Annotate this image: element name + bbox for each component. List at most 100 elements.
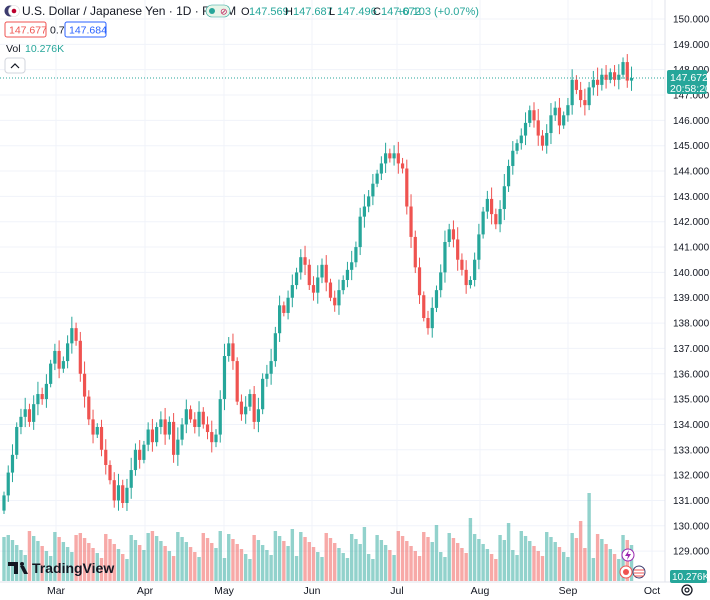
volume-bar (44, 551, 49, 581)
time-axis[interactable]: Mar Apr May Jun Jul Aug Sep Oct (47, 585, 660, 597)
volume-bar (426, 537, 430, 581)
candle-body (490, 198, 494, 215)
candle-body (6, 472, 10, 496)
chart-pane[interactable] (0, 0, 665, 582)
candle-body (138, 449, 142, 460)
ohlc-value: 147.672 (381, 6, 421, 18)
tradingview-logo[interactable]: TradingView (8, 560, 114, 576)
volume-bar (311, 547, 316, 581)
ohlc-key: O (241, 6, 250, 18)
candle-body (82, 373, 87, 397)
candle-body (371, 183, 375, 197)
volume-bar (566, 557, 570, 581)
candle-body (629, 77, 634, 81)
volume-bar (273, 531, 278, 581)
volume-bar (434, 525, 439, 581)
candle-body (142, 444, 146, 460)
candle-body (477, 234, 481, 260)
volume-bar (532, 546, 536, 581)
candle-body (320, 264, 324, 278)
volume-bar (349, 534, 354, 581)
volume-bar (290, 529, 295, 581)
ohlc-key: L (329, 6, 335, 18)
candle-body (294, 272, 299, 286)
volume-bar (489, 554, 494, 581)
volume-bar (214, 548, 218, 581)
us-flag-event-icon[interactable] (632, 565, 646, 579)
candle-body (400, 163, 405, 169)
volume-bar (430, 542, 434, 581)
candle-body (422, 295, 426, 319)
candle-body (108, 464, 112, 481)
volume-bar (629, 545, 634, 581)
volume-bar (23, 555, 27, 581)
candle-body (269, 361, 273, 374)
volume-bar (498, 535, 502, 581)
candle-body (150, 429, 154, 443)
collapse-legend-button[interactable] (4, 57, 26, 74)
settings-gear-icon[interactable] (681, 584, 693, 596)
candle-body (70, 328, 74, 344)
sell-button[interactable] (4, 21, 47, 38)
candle-body (345, 269, 350, 281)
price-tick-label: 144.000 (673, 167, 710, 178)
volume-bar (282, 541, 286, 581)
candle-body (324, 264, 328, 283)
volume-bar (447, 533, 451, 581)
volume-bar (91, 548, 95, 581)
volume-bar (6, 535, 10, 581)
volume-bar (388, 550, 392, 581)
candle-body (316, 277, 320, 293)
volume-bar (146, 533, 150, 581)
candle-body (473, 259, 477, 281)
price-tick-label: 139.000 (673, 293, 710, 304)
candle-body (184, 409, 188, 425)
volume-bar (137, 545, 142, 581)
candle-body (172, 421, 176, 455)
volume-bar (167, 551, 172, 581)
eye-visibility-toggle[interactable]: ⊘ (205, 4, 231, 18)
candle-body (434, 290, 439, 308)
volume-bar (439, 552, 443, 581)
time-tick-label: Apr (137, 585, 154, 597)
economic-event-markers[interactable] (619, 548, 646, 579)
candle-body (159, 419, 163, 427)
candle-body (235, 361, 239, 402)
candle-body (286, 297, 290, 313)
volume-bar (324, 533, 328, 581)
volume-bar (31, 536, 36, 581)
volume-bar (468, 518, 473, 581)
price-axis[interactable]: 150.000149.000148.000147.000146.000145.0… (673, 15, 710, 558)
volume-bar (578, 521, 583, 581)
candle-body (562, 115, 566, 126)
buy-price-label: 147.684 (69, 25, 107, 37)
volume-bar (515, 555, 519, 581)
candlesticks (2, 54, 634, 515)
volume-bar (201, 533, 205, 581)
candle-body (617, 74, 621, 80)
volume-bar (27, 531, 32, 581)
volume-bar (570, 533, 574, 581)
candle-body (205, 424, 210, 433)
symbol-title[interactable]: U.S. Dollar / Japanese Yen · 1D · FXCM (22, 4, 236, 18)
candle-body (511, 150, 515, 166)
volume-bar (557, 547, 562, 581)
volume-bar (477, 539, 481, 581)
volume-bar (159, 541, 163, 581)
buy-button[interactable] (64, 21, 107, 38)
volume-bar (180, 537, 184, 581)
volume-bar (176, 532, 180, 581)
volume-bar (231, 539, 235, 581)
volume-bar (222, 558, 227, 581)
volume-bar (464, 553, 468, 581)
candle-body (540, 135, 545, 146)
time-tick-label: Mar (47, 585, 66, 597)
candle-body (536, 120, 540, 136)
volume-bar (99, 558, 104, 581)
volume-bar (116, 549, 121, 581)
candle-body (222, 356, 227, 400)
symbol-flag-icon (4, 5, 20, 17)
sell-price-label: 147.677 (9, 25, 47, 37)
candle-body (311, 285, 316, 293)
